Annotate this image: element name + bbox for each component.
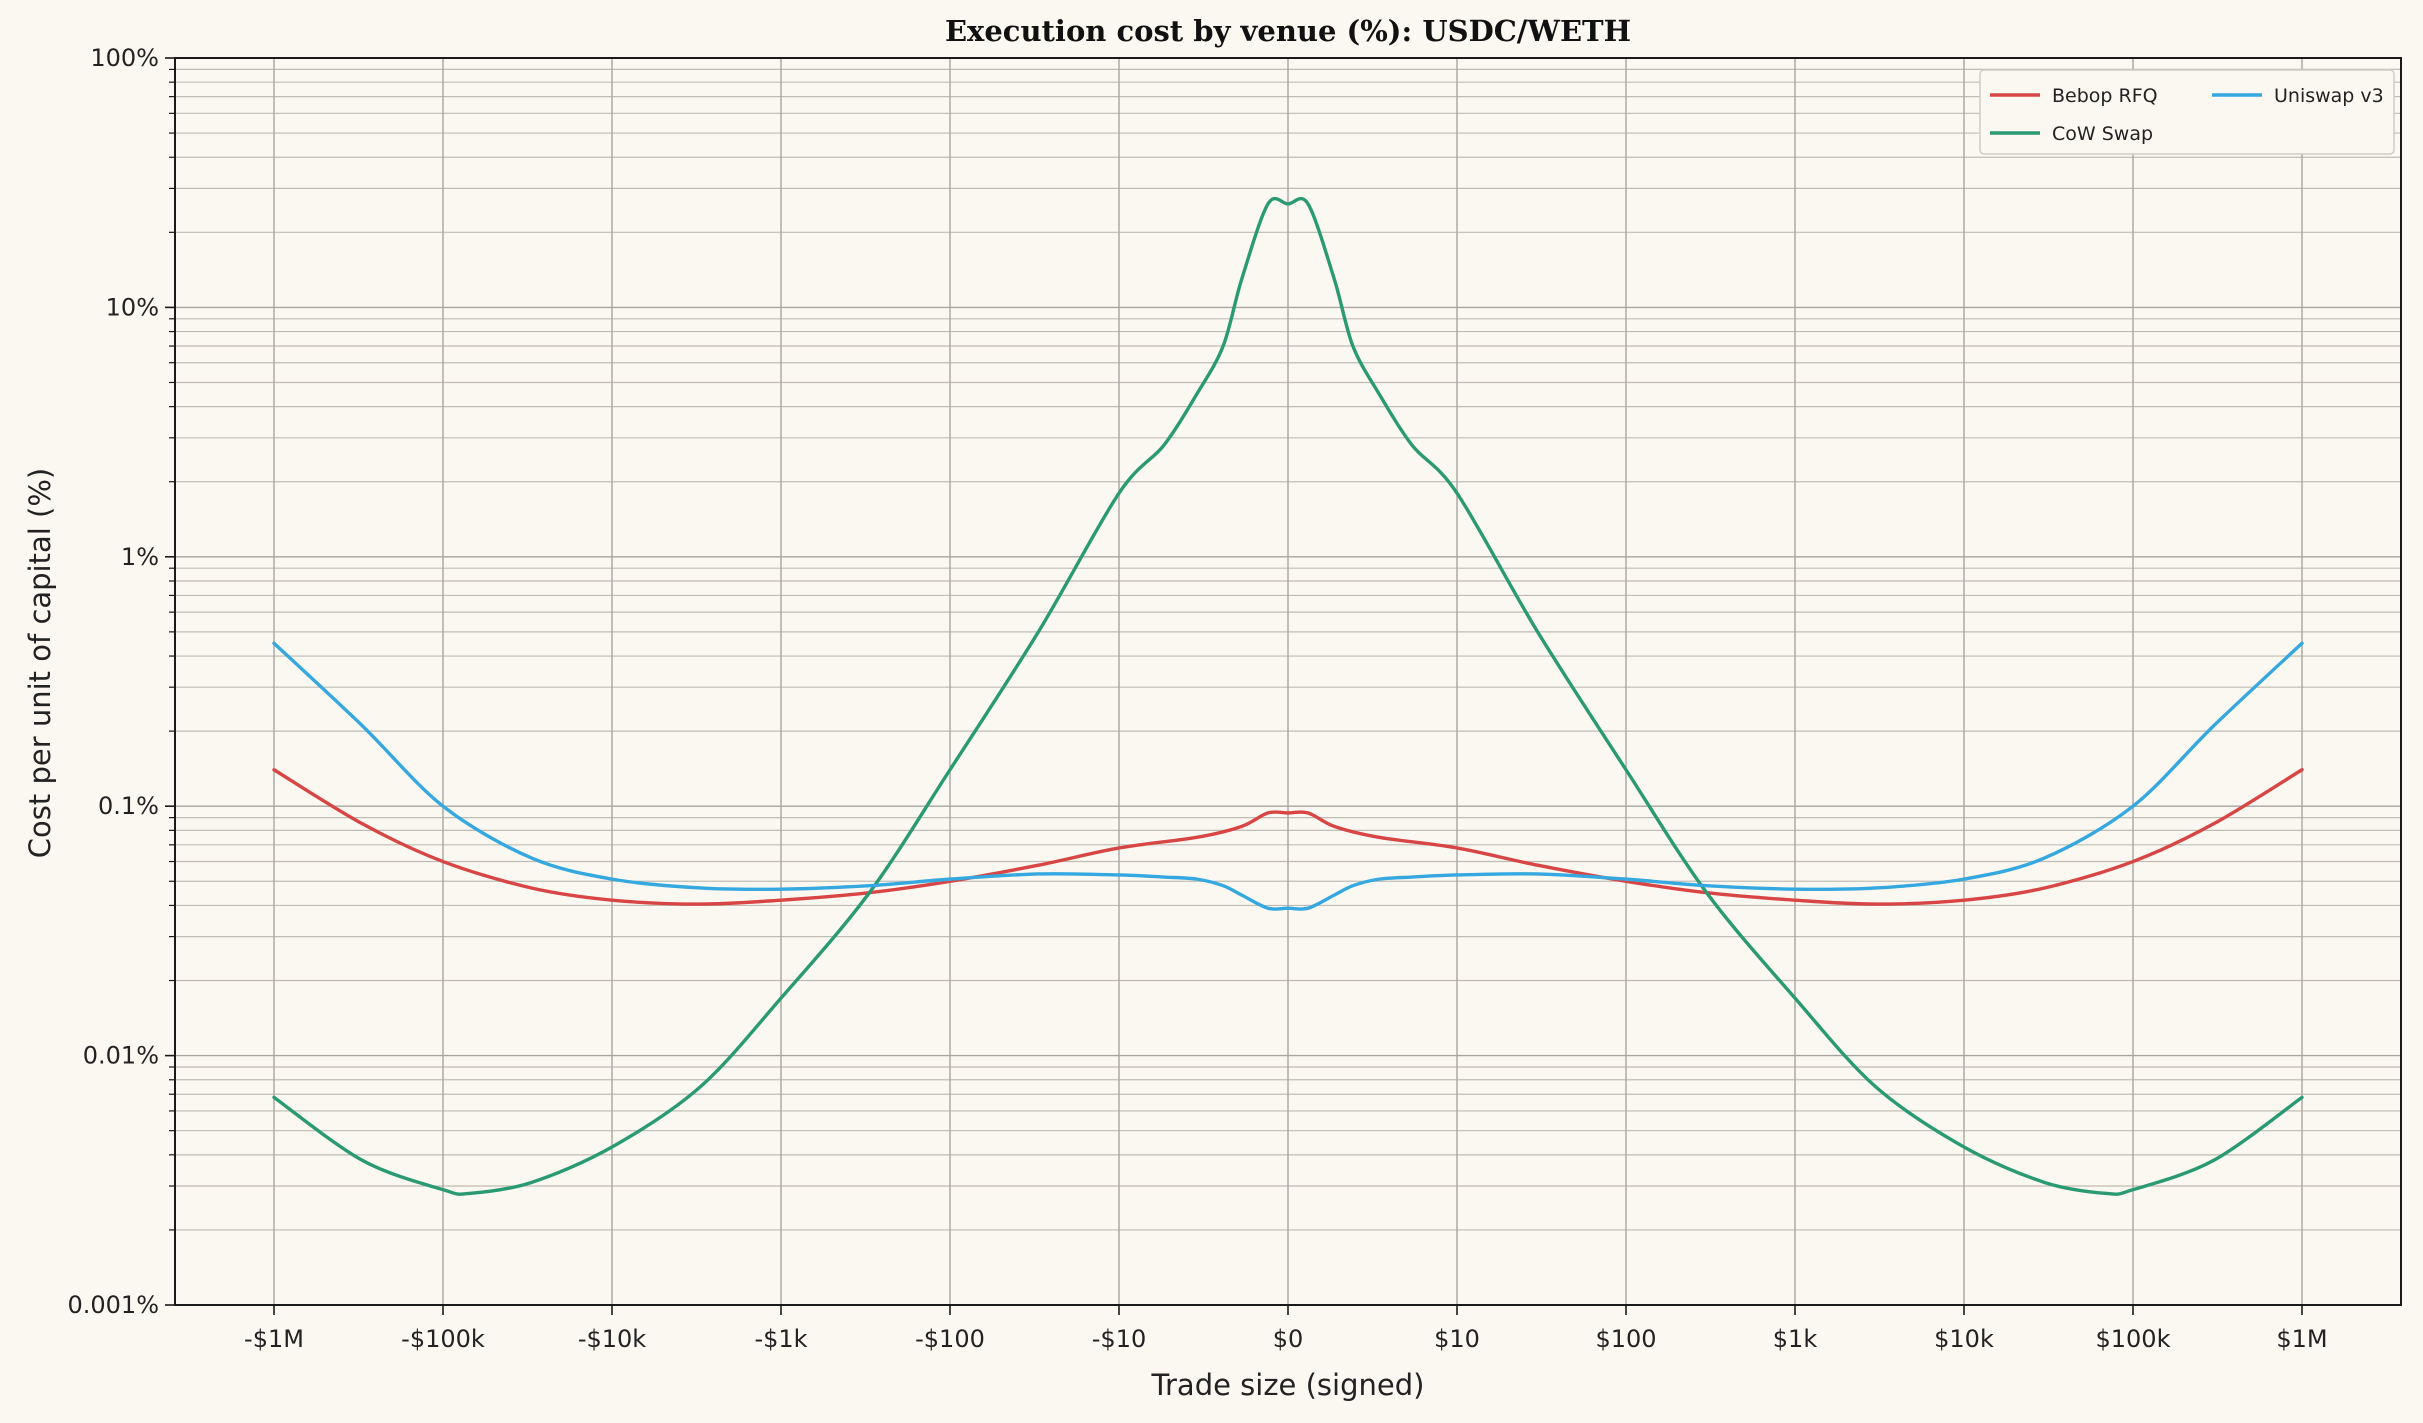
y-tick-label: 100%	[90, 44, 159, 72]
x-tick-label: $1M	[2276, 1325, 2327, 1353]
x-tick-label: $1k	[1773, 1325, 1818, 1353]
x-tick-label: $10	[1434, 1325, 1480, 1353]
x-tick-label: -$10k	[578, 1325, 646, 1353]
x-tick-label: -$1M	[244, 1325, 304, 1353]
x-tick-label: $10k	[1934, 1325, 1994, 1353]
y-tick-label: 1%	[121, 543, 159, 571]
series-line-cow-swap	[272, 196, 2304, 1196]
x-tick-label: -$100k	[401, 1325, 485, 1353]
series-line-bebop-rfq	[272, 768, 2304, 906]
legend: Bebop RFQ CoW Swap Uniswap v3	[1979, 69, 2395, 155]
legend-label: Bebop RFQ	[2052, 85, 2158, 107]
y-tick-label: 0.001%	[67, 1291, 159, 1319]
x-tick-label: $100k	[2096, 1325, 2171, 1353]
y-tick-label: 0.1%	[98, 792, 159, 820]
chart-title: Execution cost by venue (%): USDC/WETH	[945, 14, 1631, 48]
y-tick-label: 10%	[106, 293, 159, 321]
x-tick-label: -$1k	[754, 1325, 807, 1353]
x-tick-label: -$100	[915, 1325, 985, 1353]
series-lines	[272, 196, 2304, 1196]
legend-label: CoW Swap	[2052, 123, 2153, 145]
series-line-uniswap-v3	[272, 641, 2304, 911]
x-axis-label: Trade size (signed)	[1151, 1368, 1425, 1402]
x-tick-label: -$10	[1092, 1325, 1146, 1353]
y-tick-label: 0.01%	[83, 1042, 159, 1070]
x-tick-label: $100	[1595, 1325, 1656, 1353]
y-axis-ticks: 0.001% 0.01% 0.1% 1% 10% 100%	[67, 44, 175, 1319]
y-axis-label: Cost per unit of capital (%)	[23, 468, 57, 858]
x-tick-label: $0	[1273, 1325, 1304, 1353]
legend-label: Uniswap v3	[2274, 85, 2384, 107]
x-axis-ticks: -$1M -$100k -$10k -$1k -$100 -$10 $0 $10 $100 $1k…	[244, 1305, 2328, 1353]
legend-box	[1979, 69, 2395, 155]
